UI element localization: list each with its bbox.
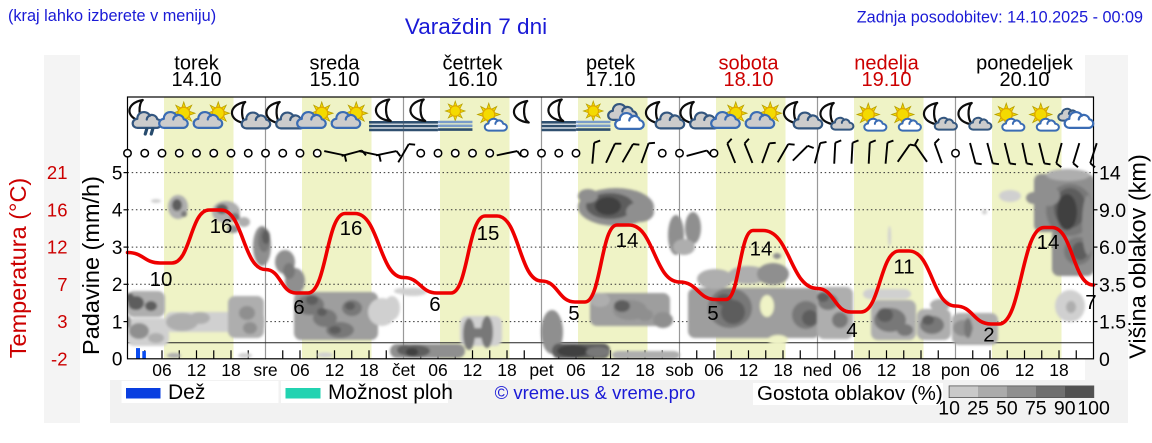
svg-text:16: 16 <box>210 215 233 238</box>
svg-text:Možnost ploh: Možnost ploh <box>328 381 453 404</box>
svg-text:Zadnja posodobitev: 14.10.2025: Zadnja posodobitev: 14.10.2025 - 00:09 <box>857 9 1143 27</box>
svg-text:06: 06 <box>290 360 309 380</box>
svg-text:06: 06 <box>428 360 447 380</box>
svg-text:Gostota oblakov (%): Gostota oblakov (%) <box>757 382 943 405</box>
svg-text:06: 06 <box>980 360 999 380</box>
svg-text:18: 18 <box>221 360 240 380</box>
svg-text:14: 14 <box>616 229 639 252</box>
svg-text:6: 6 <box>293 296 304 319</box>
svg-text:7: 7 <box>57 274 67 295</box>
svg-text:5: 5 <box>707 302 718 325</box>
svg-text:-2: -2 <box>51 348 67 369</box>
svg-text:12: 12 <box>601 360 620 380</box>
svg-text:15.10: 15.10 <box>309 69 359 91</box>
svg-text:25: 25 <box>967 398 989 420</box>
svg-text:18: 18 <box>497 360 516 380</box>
svg-text:1.5: 1.5 <box>1099 312 1126 334</box>
svg-text:ponedeljek: ponedeljek <box>976 53 1074 75</box>
svg-text:06: 06 <box>704 360 723 380</box>
svg-text:12: 12 <box>325 360 344 380</box>
svg-text:Varaždin 7 dni: Varaždin 7 dni <box>405 14 547 39</box>
svg-text:9.0: 9.0 <box>1099 200 1126 222</box>
svg-text:1: 1 <box>112 312 123 333</box>
svg-text:18: 18 <box>911 360 930 380</box>
svg-text:čet: čet <box>392 360 415 380</box>
svg-text:© vreme.us & vreme.pro: © vreme.us & vreme.pro <box>495 382 696 403</box>
svg-text:4: 4 <box>846 319 857 342</box>
svg-text:17.10: 17.10 <box>585 69 635 91</box>
svg-text:10: 10 <box>150 268 173 291</box>
svg-text:Višina oblakov (km): Višina oblakov (km) <box>1125 154 1151 359</box>
svg-text:11: 11 <box>893 256 914 279</box>
svg-text:18: 18 <box>773 360 792 380</box>
svg-text:15: 15 <box>477 222 500 245</box>
svg-text:0: 0 <box>1099 349 1110 371</box>
svg-text:10: 10 <box>938 398 960 420</box>
svg-text:16: 16 <box>340 217 363 240</box>
svg-text:06: 06 <box>842 360 861 380</box>
svg-text:12: 12 <box>1015 360 1034 380</box>
svg-text:5: 5 <box>568 302 579 325</box>
svg-text:14.10: 14.10 <box>171 69 221 91</box>
svg-text:19.10: 19.10 <box>861 69 911 91</box>
svg-text:7: 7 <box>1085 291 1096 314</box>
svg-text:18: 18 <box>635 360 654 380</box>
svg-text:14: 14 <box>1037 231 1060 254</box>
svg-text:06: 06 <box>566 360 585 380</box>
svg-text:18.10: 18.10 <box>723 69 773 91</box>
svg-text:16: 16 <box>47 199 68 220</box>
svg-text:100: 100 <box>1077 398 1110 420</box>
svg-text:torek: torek <box>174 53 219 75</box>
svg-text:12: 12 <box>877 360 896 380</box>
svg-text:sob: sob <box>665 360 693 380</box>
svg-text:18: 18 <box>1049 360 1068 380</box>
svg-text:2: 2 <box>983 324 994 347</box>
svg-text:3: 3 <box>57 311 67 332</box>
svg-text:Padavine (mm/h): Padavine (mm/h) <box>78 176 104 355</box>
svg-text:Temperatura (°C): Temperatura (°C) <box>5 178 31 358</box>
svg-text:nedelja: nedelja <box>854 53 919 75</box>
svg-text:5: 5 <box>112 163 123 184</box>
svg-text:12: 12 <box>739 360 758 380</box>
svg-text:06: 06 <box>152 360 171 380</box>
svg-text:sreda: sreda <box>309 53 360 75</box>
svg-text:6: 6 <box>429 293 440 316</box>
svg-text:sre: sre <box>253 360 277 380</box>
svg-text:20.10: 20.10 <box>999 69 1049 91</box>
svg-text:12: 12 <box>47 237 68 258</box>
svg-text:2: 2 <box>112 275 123 296</box>
svg-text:90: 90 <box>1054 398 1076 420</box>
svg-text:16.10: 16.10 <box>447 69 497 91</box>
svg-text:petek: petek <box>586 53 636 75</box>
svg-text:Dež: Dež <box>168 381 205 404</box>
svg-text:50: 50 <box>996 398 1018 420</box>
svg-text:12: 12 <box>463 360 482 380</box>
svg-text:14: 14 <box>750 238 773 261</box>
svg-text:6.0: 6.0 <box>1099 237 1126 259</box>
svg-text:3: 3 <box>112 238 123 259</box>
svg-text:12: 12 <box>187 360 206 380</box>
svg-text:3.5: 3.5 <box>1099 274 1126 296</box>
svg-text:ned: ned <box>803 360 832 380</box>
svg-text:pet: pet <box>529 360 553 380</box>
svg-text:21: 21 <box>47 162 68 183</box>
svg-text:sobota: sobota <box>718 53 779 75</box>
svg-text:75: 75 <box>1025 398 1047 420</box>
svg-text:četrtek: četrtek <box>442 53 503 75</box>
svg-text:14: 14 <box>1099 163 1121 185</box>
svg-text:(kraj lahko izberete v meniju): (kraj lahko izberete v meniju) <box>8 7 216 25</box>
svg-text:4: 4 <box>112 201 123 222</box>
svg-text:pon: pon <box>941 360 970 380</box>
svg-text:18: 18 <box>359 360 378 380</box>
svg-text:0: 0 <box>112 350 123 371</box>
